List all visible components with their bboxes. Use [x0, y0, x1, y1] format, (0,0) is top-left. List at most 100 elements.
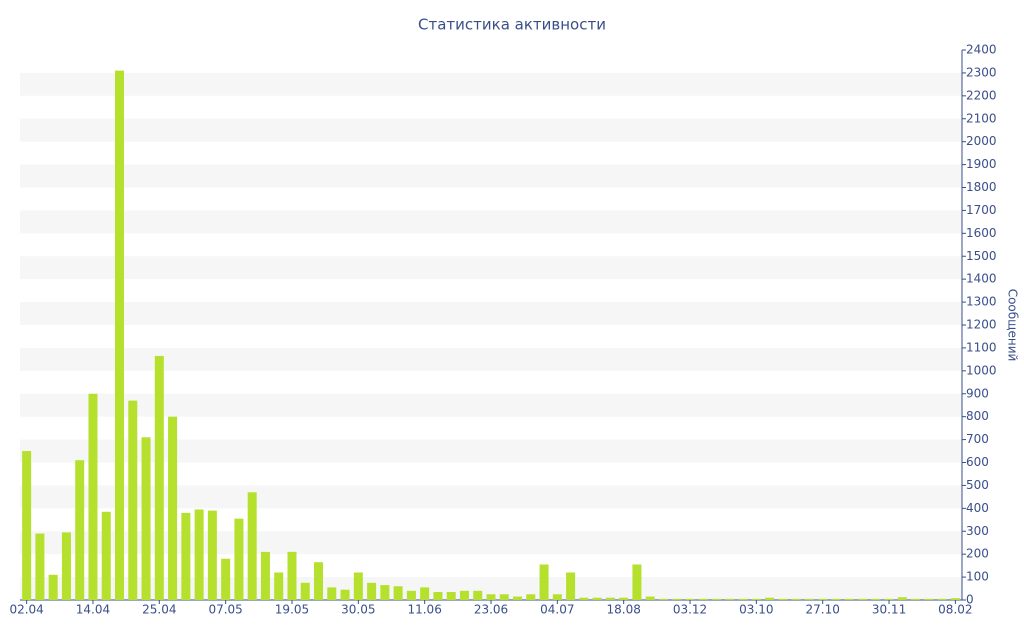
- y-tick-label: 1600: [966, 226, 997, 240]
- bar: [712, 598, 722, 600]
- bar: [605, 597, 615, 600]
- bar: [765, 597, 775, 600]
- y-tick-label: 800: [966, 409, 989, 423]
- bar: [937, 598, 947, 600]
- bar: [207, 510, 217, 600]
- x-tick-label: 30.05: [341, 603, 375, 617]
- y-tick-label: 1300: [966, 295, 997, 309]
- bar: [393, 586, 403, 600]
- y-tick-label: 1800: [966, 180, 997, 194]
- bar: [420, 587, 430, 600]
- y-tick-label: 700: [966, 432, 989, 446]
- bar: [566, 572, 576, 600]
- y-tick-label: 1700: [966, 203, 997, 217]
- bar: [380, 585, 390, 600]
- bar: [61, 532, 71, 600]
- x-tick-label: 25.04: [142, 603, 176, 617]
- y-tick-label: 2400: [966, 43, 997, 57]
- y-tick-label: 1000: [966, 363, 997, 377]
- bar: [804, 598, 814, 600]
- bar: [619, 597, 629, 600]
- bar: [685, 598, 695, 600]
- grid-band: [20, 210, 962, 234]
- bar: [579, 597, 589, 600]
- bar: [459, 590, 469, 600]
- bar: [287, 551, 297, 600]
- bar: [168, 416, 178, 600]
- bar: [367, 582, 377, 600]
- x-tick-label: 27.10: [806, 603, 840, 617]
- grid-band: [20, 118, 962, 142]
- bar: [433, 591, 443, 600]
- grid-band: [20, 72, 962, 96]
- bar: [897, 597, 907, 600]
- bar: [831, 598, 841, 600]
- x-tick-label: 14.04: [76, 603, 110, 617]
- grid-band: [20, 164, 962, 188]
- y-tick-label: 2000: [966, 134, 997, 148]
- bar: [672, 598, 682, 600]
- bar: [950, 598, 960, 600]
- x-tick-label: 23.06: [474, 603, 508, 617]
- bar: [234, 518, 244, 600]
- y-tick-label: 200: [966, 547, 989, 561]
- bar: [911, 598, 921, 600]
- y-tick-label: 1900: [966, 157, 997, 171]
- bar: [486, 594, 496, 600]
- bar: [128, 400, 138, 600]
- bar: [260, 551, 270, 600]
- grid-band: [20, 347, 962, 371]
- y-tick-label: 900: [966, 386, 989, 400]
- x-tick-label: 04.07: [540, 603, 574, 617]
- y-tick-label: 1500: [966, 249, 997, 263]
- bar: [35, 533, 45, 600]
- bar: [844, 598, 854, 600]
- x-tick-label: 03.12: [673, 603, 707, 617]
- bar: [924, 598, 934, 600]
- y-tick-label: 300: [966, 524, 989, 538]
- bar: [327, 587, 337, 600]
- bar: [101, 511, 111, 600]
- x-tick-label: 30.11: [872, 603, 906, 617]
- x-tick-label: 11.06: [407, 603, 441, 617]
- chart-title: Статистика активности: [418, 16, 606, 34]
- y-tick-label: 600: [966, 455, 989, 469]
- bar: [645, 596, 655, 600]
- bar: [88, 393, 98, 600]
- bar: [141, 437, 151, 600]
- bar: [778, 598, 788, 600]
- bar: [791, 598, 801, 600]
- x-tick-label: 08.02: [938, 603, 972, 617]
- x-tick-label: 02.04: [9, 603, 43, 617]
- bar: [221, 558, 231, 600]
- y-tick-label: 1200: [966, 318, 997, 332]
- bar: [725, 598, 735, 600]
- bar: [738, 598, 748, 600]
- bar: [658, 598, 668, 600]
- bar: [871, 598, 881, 600]
- grid-band: [20, 256, 962, 280]
- bar: [526, 594, 536, 600]
- bar: [552, 594, 562, 600]
- x-tick-label: 03.10: [739, 603, 773, 617]
- y-tick-label: 1400: [966, 272, 997, 286]
- y-tick-label: 0: [966, 593, 974, 607]
- bar: [22, 451, 32, 600]
- grid-band: [20, 393, 962, 417]
- bar: [884, 598, 894, 600]
- bar: [48, 574, 58, 600]
- bar: [592, 597, 602, 600]
- bar: [340, 589, 350, 600]
- bar: [857, 598, 867, 600]
- grid-band: [20, 302, 962, 325]
- bar: [499, 594, 509, 600]
- y-tick-label: 1100: [966, 340, 997, 354]
- bar: [698, 598, 708, 600]
- y-tick-label: 2100: [966, 111, 997, 125]
- bar: [154, 355, 164, 600]
- y-tick-label: 2200: [966, 88, 997, 102]
- x-tick-label: 19.05: [275, 603, 309, 617]
- bar: [632, 564, 642, 600]
- bar: [539, 564, 549, 600]
- grid-band: [20, 439, 962, 463]
